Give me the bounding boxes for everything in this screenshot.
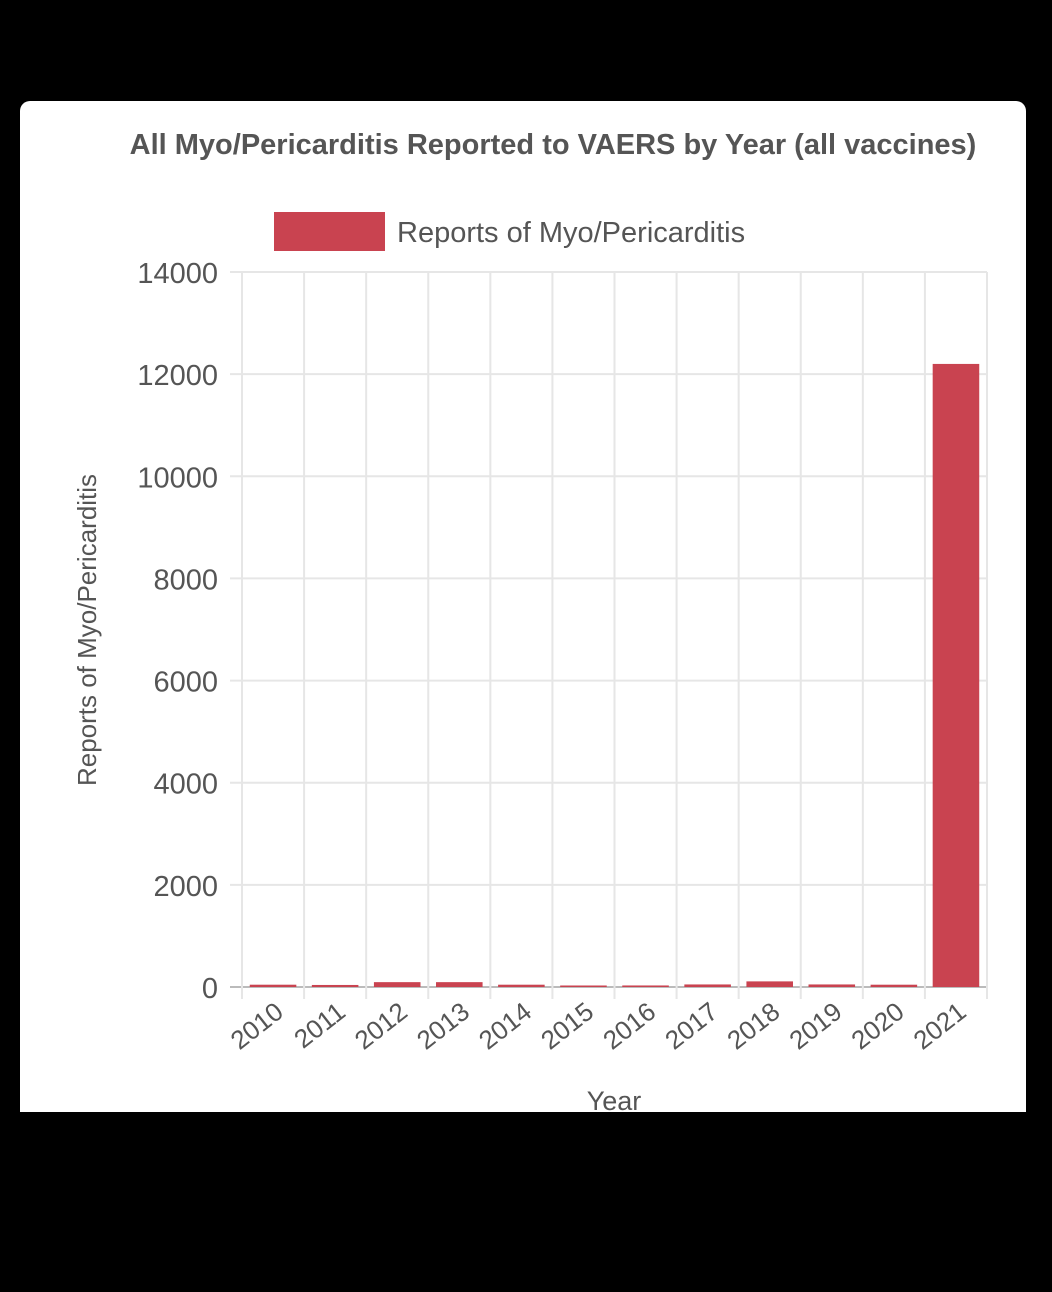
y-tick-label: 14000 xyxy=(137,258,218,290)
chart-card: All Myo/Pericarditis Reported to VAERS b… xyxy=(20,101,1026,1112)
x-tick-label: 2016 xyxy=(597,996,661,1055)
bar-2021[interactable] xyxy=(932,363,980,987)
bars xyxy=(249,363,980,988)
bar-2018[interactable] xyxy=(746,981,793,987)
y-tick-label: 12000 xyxy=(137,360,218,392)
x-tick-label: 2014 xyxy=(473,996,537,1055)
y-tick-label: 2000 xyxy=(153,871,218,903)
bar-2017[interactable] xyxy=(684,984,731,987)
y-tick-label: 8000 xyxy=(153,564,218,596)
x-tick-label: 2020 xyxy=(846,996,910,1055)
bar-2020[interactable] xyxy=(870,984,918,987)
y-tick-label: 4000 xyxy=(153,769,218,801)
bar-2012[interactable] xyxy=(373,982,421,987)
y-axis-ticks: 0 2000 4000 6000 8000 10000 12000 14000 xyxy=(137,258,218,1005)
x-tick-label: 2018 xyxy=(721,996,785,1055)
y-tick-label: 10000 xyxy=(137,462,218,494)
bar-2010[interactable] xyxy=(249,984,297,987)
y-tick-label: 0 xyxy=(202,973,218,1005)
bar-2013[interactable] xyxy=(436,982,483,987)
x-tick-label: 2013 xyxy=(411,996,475,1055)
bar-2016[interactable] xyxy=(622,985,669,987)
x-tick-label: 2010 xyxy=(225,996,289,1055)
x-tick-label: 2019 xyxy=(783,996,847,1055)
x-axis-label: Year xyxy=(587,1086,642,1116)
grid-lines xyxy=(230,271,988,999)
x-tick-label: 2012 xyxy=(349,996,413,1055)
y-axis-label: Reports of Myo/Pericarditis xyxy=(72,474,102,786)
bar-2019[interactable] xyxy=(808,984,856,987)
bar-2014[interactable] xyxy=(498,984,545,987)
x-tick-label: 2017 xyxy=(659,996,723,1055)
x-tick-label: 2015 xyxy=(535,996,599,1055)
x-axis-ticks: 2010 201120122013201420152016201720182019… xyxy=(225,996,972,1055)
x-tick-label: 2011 xyxy=(288,996,351,1054)
legend-swatch[interactable] xyxy=(274,212,385,251)
x-tick-label: 2021 xyxy=(908,996,972,1055)
bar-2011[interactable] xyxy=(311,984,359,987)
legend-label: Reports of Myo/Pericarditis xyxy=(397,217,745,249)
y-tick-label: 6000 xyxy=(153,667,218,699)
bar-2015[interactable] xyxy=(560,985,607,988)
chart-title: All Myo/Pericarditis Reported to VAERS b… xyxy=(129,129,977,161)
